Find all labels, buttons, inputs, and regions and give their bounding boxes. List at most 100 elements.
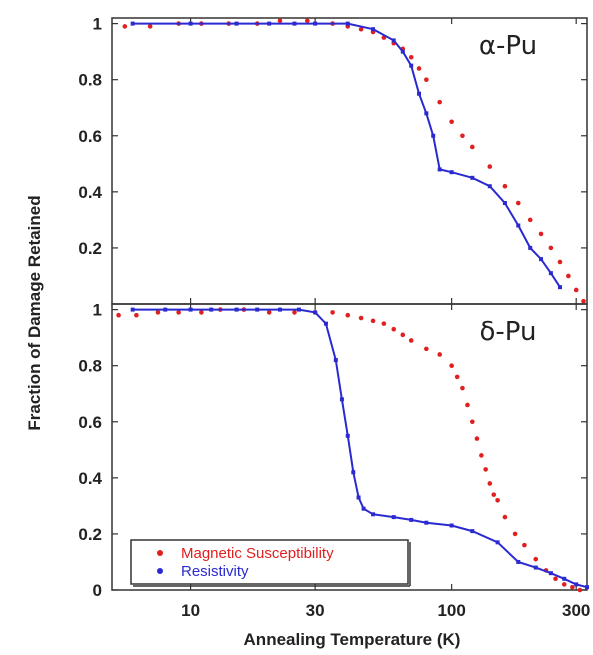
data-point xyxy=(437,99,442,105)
data-point xyxy=(566,273,571,279)
data-point xyxy=(400,332,406,338)
legend-frame xyxy=(130,539,409,585)
data-point xyxy=(361,506,366,511)
data-point xyxy=(495,540,500,545)
data-point xyxy=(487,184,492,189)
data-point xyxy=(570,584,575,590)
data-point xyxy=(391,326,397,332)
y-tick-label: 0.4 xyxy=(78,469,102,488)
panel-frame xyxy=(111,303,588,591)
data-point xyxy=(409,517,414,522)
data-point xyxy=(562,576,567,581)
data-point xyxy=(116,312,121,318)
data-point xyxy=(345,21,350,26)
data-point xyxy=(527,217,533,223)
data-point xyxy=(470,144,475,150)
data-point xyxy=(581,298,586,304)
y-tick-label: 0 xyxy=(93,581,102,600)
data-point xyxy=(502,201,507,206)
data-point xyxy=(522,542,527,548)
data-point xyxy=(134,312,139,318)
data-point xyxy=(424,111,429,116)
data-point xyxy=(483,467,488,472)
data-point xyxy=(391,515,396,520)
data-point xyxy=(533,565,538,570)
data-point xyxy=(548,245,554,251)
data-point xyxy=(371,512,376,517)
data-point xyxy=(460,385,465,391)
data-point xyxy=(465,402,470,408)
data-point xyxy=(573,287,579,293)
data-point xyxy=(209,307,214,312)
data-point xyxy=(345,433,350,438)
data-point xyxy=(533,556,539,562)
y-tick-label: 0.2 xyxy=(78,239,102,258)
data-point xyxy=(371,27,376,32)
data-point xyxy=(574,582,579,587)
data-point xyxy=(449,363,454,368)
y-tick-label: 0.6 xyxy=(78,413,102,432)
panel-0: 0.2 0.4 0.6 0.8 1 α-Pu xyxy=(78,15,588,305)
series-line xyxy=(132,22,561,288)
data-point xyxy=(548,271,553,276)
data-point xyxy=(370,318,376,324)
y-tick-label: 0.8 xyxy=(78,357,102,376)
data-point xyxy=(305,18,310,24)
y-tick-label: 1 xyxy=(93,15,102,34)
legend-label: Magnetic Susceptibility xyxy=(181,545,334,562)
data-point xyxy=(449,119,454,125)
data-point xyxy=(557,259,563,265)
data-point xyxy=(277,307,282,312)
y-axis-title: Fraction of Damage Retained xyxy=(25,195,44,430)
y-tick-label: 1 xyxy=(93,301,102,320)
data-point xyxy=(548,571,553,576)
data-point xyxy=(163,307,168,312)
data-point xyxy=(437,352,442,357)
data-point xyxy=(424,346,429,352)
data-point xyxy=(515,200,521,206)
series-resistivity xyxy=(130,21,562,290)
data-point xyxy=(470,419,475,425)
data-point xyxy=(234,21,239,26)
series-magnetic xyxy=(116,307,583,593)
data-point xyxy=(495,497,500,503)
data-point xyxy=(474,436,480,441)
data-point xyxy=(339,397,344,402)
data-point xyxy=(487,481,493,486)
legend-marker xyxy=(157,550,163,556)
data-point xyxy=(512,531,518,537)
data-point xyxy=(323,321,328,326)
data-point xyxy=(122,24,128,29)
data-point xyxy=(130,307,135,312)
data-point xyxy=(449,523,454,528)
data-point xyxy=(130,21,135,26)
data-point xyxy=(431,133,436,138)
y-tick-label: 0.8 xyxy=(78,71,102,90)
data-point xyxy=(557,285,562,290)
data-point xyxy=(479,453,484,458)
data-point xyxy=(333,358,338,363)
panel-label: α-Pu xyxy=(479,31,537,61)
data-point xyxy=(199,310,204,315)
data-point xyxy=(528,245,533,250)
data-point xyxy=(491,492,497,497)
data-point xyxy=(561,582,567,587)
x-tick-label: 30 xyxy=(306,601,325,620)
data-point xyxy=(577,587,583,593)
x-tick-label: 10 xyxy=(181,601,200,620)
legend-marker xyxy=(157,568,163,574)
data-point xyxy=(176,310,181,315)
data-point xyxy=(516,559,521,564)
x-axis-title: Annealing Temperature (K) xyxy=(244,630,461,649)
data-point xyxy=(267,21,272,26)
data-point xyxy=(313,310,318,315)
data-point xyxy=(502,183,508,189)
data-point xyxy=(408,338,414,343)
plot-panels: 0.2 0.4 0.6 0.8 1 α-Pu 0 0.2 0.4 0.6 0.8 1 δ-Pu 10 30 1… xyxy=(78,15,590,620)
data-point xyxy=(277,18,283,24)
x-tick-label: 100 xyxy=(437,601,465,620)
data-point xyxy=(188,21,193,26)
y-tick-label: 0.6 xyxy=(78,127,102,146)
